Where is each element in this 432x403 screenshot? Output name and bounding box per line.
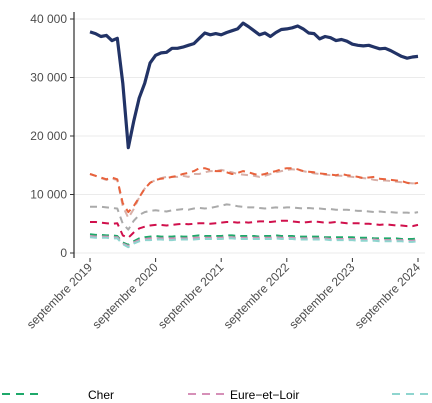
x-tick-label-1: septembre 2020 bbox=[89, 260, 160, 331]
series-line-7 bbox=[89, 21, 419, 150]
legend-label-2: Eure−et−Loir bbox=[230, 388, 299, 402]
y-tick-label-1: 10 000 bbox=[30, 188, 67, 202]
legend-label-1: Cher bbox=[88, 388, 114, 402]
x-tick-label-3: septembre 2022 bbox=[221, 260, 292, 331]
x-tick-label-2: septembre 2021 bbox=[155, 260, 226, 331]
series-line-2 bbox=[90, 203, 419, 231]
y-tick-label-3: 30 000 bbox=[30, 71, 67, 85]
series-line-6 bbox=[89, 236, 419, 249]
series-line-0 bbox=[89, 168, 419, 219]
series-line-4 bbox=[89, 233, 419, 246]
x-tick-label-5: septembre 2024 bbox=[352, 260, 423, 331]
series-line-1 bbox=[89, 167, 419, 214]
x-tick-label-4: septembre 2023 bbox=[286, 260, 357, 331]
y-tick-label-2: 20 000 bbox=[30, 129, 67, 143]
legend: Cher Eure−et−Loir bbox=[2, 388, 428, 402]
series-line-3 bbox=[90, 219, 419, 239]
y-axis-ticks: 0 10 000 20 000 30 000 40 000 bbox=[30, 12, 74, 260]
y-tick-label-4: 40 000 bbox=[30, 12, 67, 26]
grid-lines bbox=[74, 18, 425, 254]
x-tick-label-0: septembre 2019 bbox=[24, 260, 95, 331]
y-tick-label-0: 0 bbox=[60, 246, 67, 260]
series-line-5 bbox=[89, 235, 419, 247]
series-lines bbox=[89, 21, 419, 249]
